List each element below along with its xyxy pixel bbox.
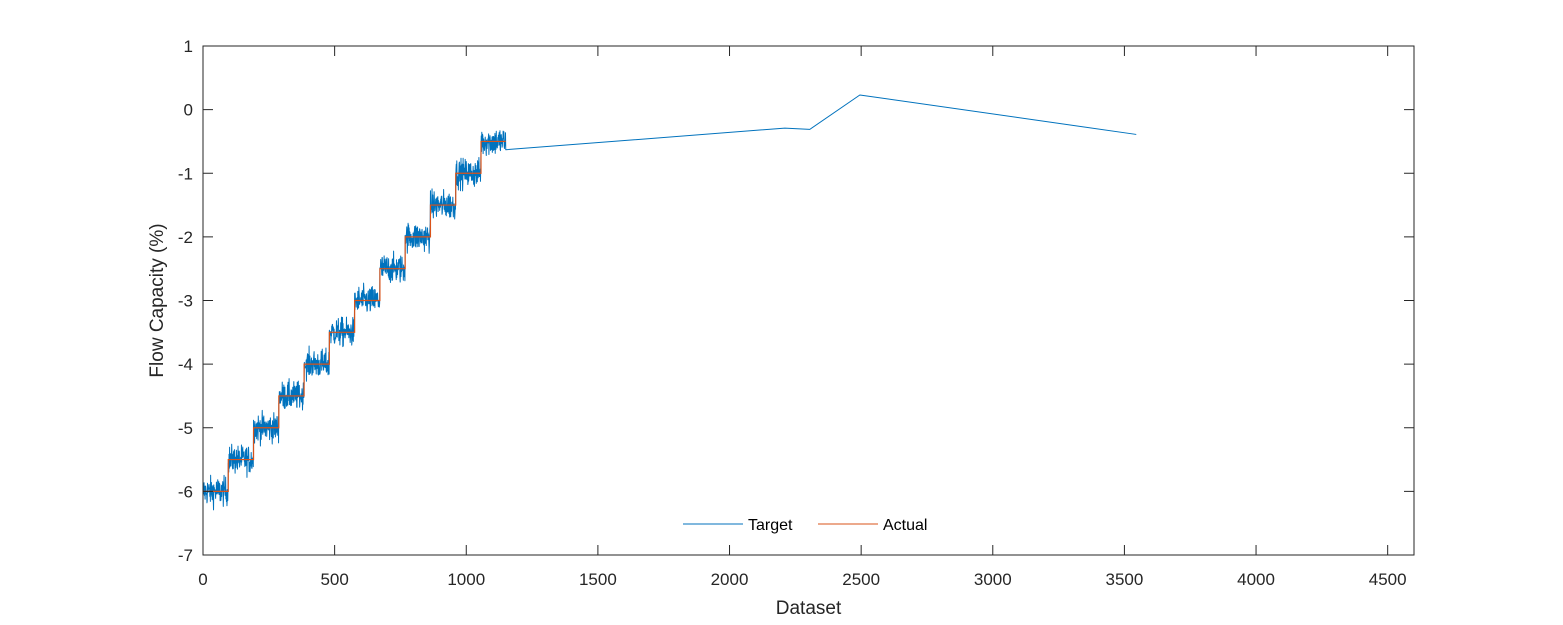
x-tick-label: 3500 bbox=[1105, 570, 1143, 589]
y-axis-title: Flow Capacity (%) bbox=[147, 223, 168, 377]
legend-label-actual: Actual bbox=[883, 517, 927, 534]
x-tick-label: 1500 bbox=[579, 570, 617, 589]
x-tick-label: 3000 bbox=[974, 570, 1012, 589]
plot-background bbox=[203, 46, 1414, 555]
y-tick-label: -1 bbox=[178, 164, 193, 183]
x-tick-label: 4000 bbox=[1237, 570, 1275, 589]
x-axis-title: Dataset bbox=[776, 598, 842, 619]
y-tick-label: -2 bbox=[178, 228, 193, 247]
series-line-actual bbox=[203, 140, 506, 492]
x-tick-label: 500 bbox=[320, 570, 348, 589]
x-tick-label: 2500 bbox=[842, 570, 880, 589]
legend-label-target: Target bbox=[748, 517, 793, 534]
y-tick-label: -5 bbox=[178, 419, 193, 438]
x-tick-label: 1000 bbox=[447, 570, 485, 589]
labels-layer: 0 500 1000 1500 2000 2500 3000 3500 4000 4500 1 0 -1… bbox=[178, 37, 1407, 589]
y-tick-label: 0 bbox=[184, 101, 193, 120]
y-tick-label: -3 bbox=[178, 292, 193, 311]
x-tick-label: 2000 bbox=[711, 570, 749, 589]
y-tick-label: -4 bbox=[178, 355, 193, 374]
y-tick-label: -7 bbox=[178, 546, 193, 565]
legend: Target Actual bbox=[676, 511, 946, 537]
y-tick-label: 1 bbox=[184, 37, 193, 56]
series-layer bbox=[202, 94, 1137, 511]
x-tick-label: 4500 bbox=[1369, 570, 1407, 589]
ticks-layer bbox=[202, 45, 1414, 556]
x-tick-label: 0 bbox=[198, 570, 207, 589]
y-tick-label: -6 bbox=[178, 482, 193, 501]
